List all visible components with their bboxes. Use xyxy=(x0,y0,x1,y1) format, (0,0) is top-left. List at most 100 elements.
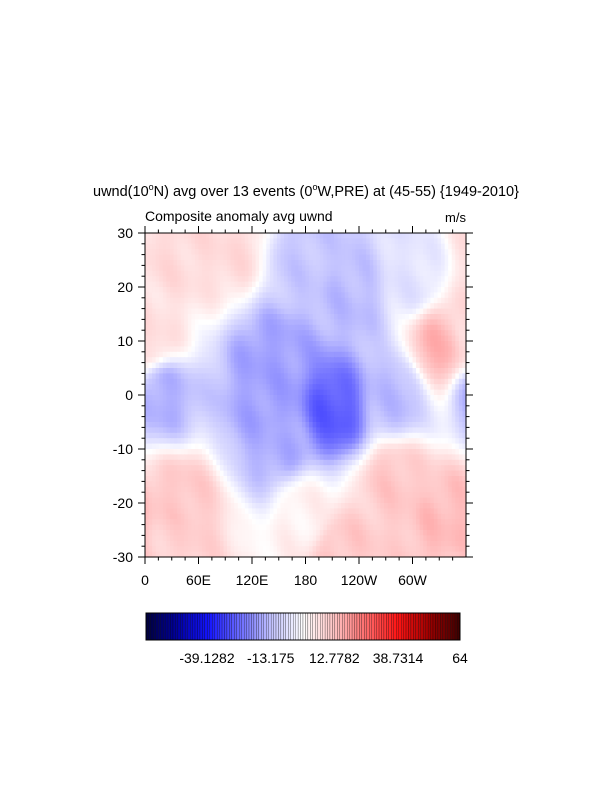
heatmap-cell xyxy=(462,373,467,380)
heatmap-cell xyxy=(280,465,285,472)
heatmap-cell xyxy=(305,503,310,509)
heatmap-cell xyxy=(241,465,246,472)
heatmap-cell xyxy=(326,508,332,515)
heatmap-cell xyxy=(269,395,274,401)
heatmap-cell xyxy=(316,368,321,374)
heatmap-cell xyxy=(444,449,449,455)
heatmap-cell xyxy=(173,389,178,396)
heatmap-cell xyxy=(173,238,178,245)
heatmap-cell xyxy=(266,449,271,455)
heatmap-cell xyxy=(444,459,449,466)
heatmap-cell xyxy=(205,389,210,396)
heatmap-cell xyxy=(198,254,203,261)
heatmap-cell xyxy=(276,351,282,358)
heatmap-cell xyxy=(191,319,196,326)
heatmap-cell xyxy=(462,384,467,391)
heatmap-cell xyxy=(219,341,225,347)
heatmap-cell xyxy=(387,319,392,326)
heatmap-cell xyxy=(262,357,267,364)
heatmap-cell xyxy=(387,524,392,531)
heatmap-cell xyxy=(262,411,267,418)
heatmap-cell xyxy=(184,265,189,272)
heatmap-cell xyxy=(458,427,464,434)
heatmap-cell xyxy=(359,389,364,396)
heatmap-cell xyxy=(244,400,250,407)
heatmap-cell xyxy=(280,308,285,315)
heatmap-cell xyxy=(326,233,332,239)
heatmap-cell xyxy=(319,373,324,380)
heatmap-cell xyxy=(145,508,150,515)
heatmap-cell xyxy=(373,260,378,266)
heatmap-cell xyxy=(237,389,242,396)
heatmap-cell xyxy=(273,389,278,396)
heatmap-cell xyxy=(316,362,321,369)
heatmap-cell xyxy=(412,481,417,488)
heatmap-cell xyxy=(212,335,217,342)
heatmap-cell xyxy=(145,519,150,526)
heatmap-cell xyxy=(241,287,246,293)
heatmap-cell xyxy=(259,427,264,434)
heatmap-cell xyxy=(416,314,421,320)
heatmap-cell xyxy=(391,373,396,380)
heatmap-cell xyxy=(398,497,403,504)
heatmap-cell xyxy=(408,470,414,477)
heatmap-cell xyxy=(316,454,321,461)
heatmap-cell xyxy=(169,270,175,277)
heatmap-cell xyxy=(227,465,232,472)
heatmap-cell xyxy=(162,513,167,520)
heatmap-cell xyxy=(301,470,307,477)
heatmap-cell xyxy=(205,422,210,428)
heatmap-cell xyxy=(312,351,317,358)
heatmap-cell xyxy=(416,459,421,466)
heatmap-cell xyxy=(391,481,396,488)
heatmap-cell xyxy=(448,260,453,266)
heatmap-cell xyxy=(180,243,185,250)
heatmap-cell xyxy=(433,324,439,331)
heatmap-cell xyxy=(401,362,406,369)
heatmap-cell xyxy=(355,378,360,385)
heatmap-cell xyxy=(330,335,335,342)
heatmap-cell xyxy=(344,319,349,326)
heatmap-cell xyxy=(458,503,464,509)
heatmap-cell xyxy=(177,373,182,380)
heatmap-cell xyxy=(330,486,335,493)
heatmap-cell xyxy=(294,470,299,477)
heatmap-cell xyxy=(216,373,221,380)
heatmap-cell xyxy=(155,314,160,320)
heatmap-cell xyxy=(326,497,332,504)
heatmap-cell xyxy=(437,508,442,515)
heatmap-cell xyxy=(259,341,264,347)
heatmap-cell xyxy=(252,351,257,358)
heatmap-cell xyxy=(430,373,435,380)
heatmap-cell xyxy=(191,395,196,401)
heatmap-cell xyxy=(287,416,292,423)
heatmap-cell xyxy=(280,292,285,299)
heatmap-cell xyxy=(373,422,378,428)
heatmap-cell xyxy=(155,303,160,310)
heatmap-cell xyxy=(291,238,296,245)
heatmap-cell xyxy=(280,405,285,412)
heatmap-cell xyxy=(323,400,328,407)
heatmap-cell xyxy=(405,265,410,272)
heatmap-cell xyxy=(351,324,357,331)
heatmap-cell xyxy=(412,497,417,504)
heatmap-cell xyxy=(326,405,332,412)
heatmap-cell xyxy=(323,314,328,320)
heatmap-cell xyxy=(273,427,278,434)
heatmap-cell xyxy=(433,314,439,320)
heatmap-cell xyxy=(412,249,417,256)
heatmap-cell xyxy=(401,314,406,320)
heatmap-cell xyxy=(305,486,310,493)
heatmap-cell xyxy=(152,281,157,288)
heatmap-cell xyxy=(426,465,431,472)
heatmap-cell xyxy=(184,400,189,407)
heatmap-cell xyxy=(398,297,403,304)
heatmap-cell xyxy=(441,524,446,531)
heatmap-cell xyxy=(180,524,185,531)
heatmap-cell xyxy=(451,432,456,439)
heatmap-cell xyxy=(348,422,353,428)
heatmap-cell xyxy=(448,238,453,245)
heatmap-cell xyxy=(223,405,228,412)
heatmap-cell xyxy=(216,254,221,261)
heatmap-cell xyxy=(148,524,153,531)
